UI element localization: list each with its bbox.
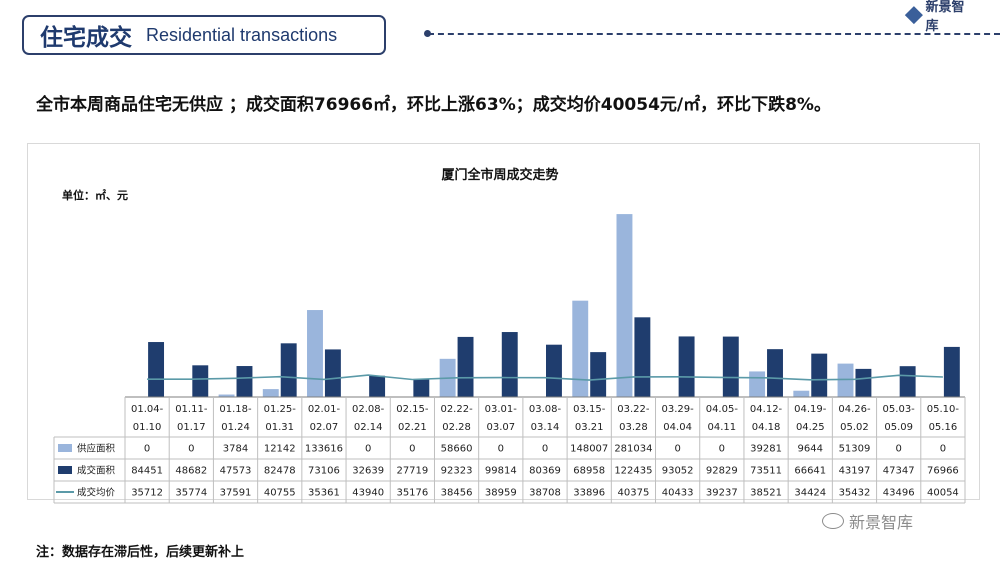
watermark: 新景智库 (822, 509, 913, 533)
section-title-box: 住宅成交 Residential transactions (22, 15, 386, 55)
chart-unit-label: 单位：㎡、元 (62, 189, 128, 202)
summary-text: 全市本周商品住宅无供应 ；成交面积76966㎡，环比上涨63%；成交均价4005… (36, 95, 831, 115)
header-dashed-line (428, 33, 1000, 35)
logo-text: 新景智库 (925, 0, 965, 34)
logo-cube-icon (904, 6, 923, 24)
watermark-text: 新景智库 (849, 513, 914, 532)
chart-title: 厦门全市周成交走势 (441, 168, 559, 183)
chart-frame (27, 143, 980, 500)
footnote: 注：数据存在滞后性，后续更新补上 (36, 545, 245, 560)
brand-logo: 新景智库 (904, 0, 976, 34)
section-title-cn: 住宅成交 (40, 25, 132, 51)
section-title-en: Residential transactions (146, 24, 338, 45)
wechat-icon (822, 513, 844, 529)
header-dot (424, 30, 431, 37)
